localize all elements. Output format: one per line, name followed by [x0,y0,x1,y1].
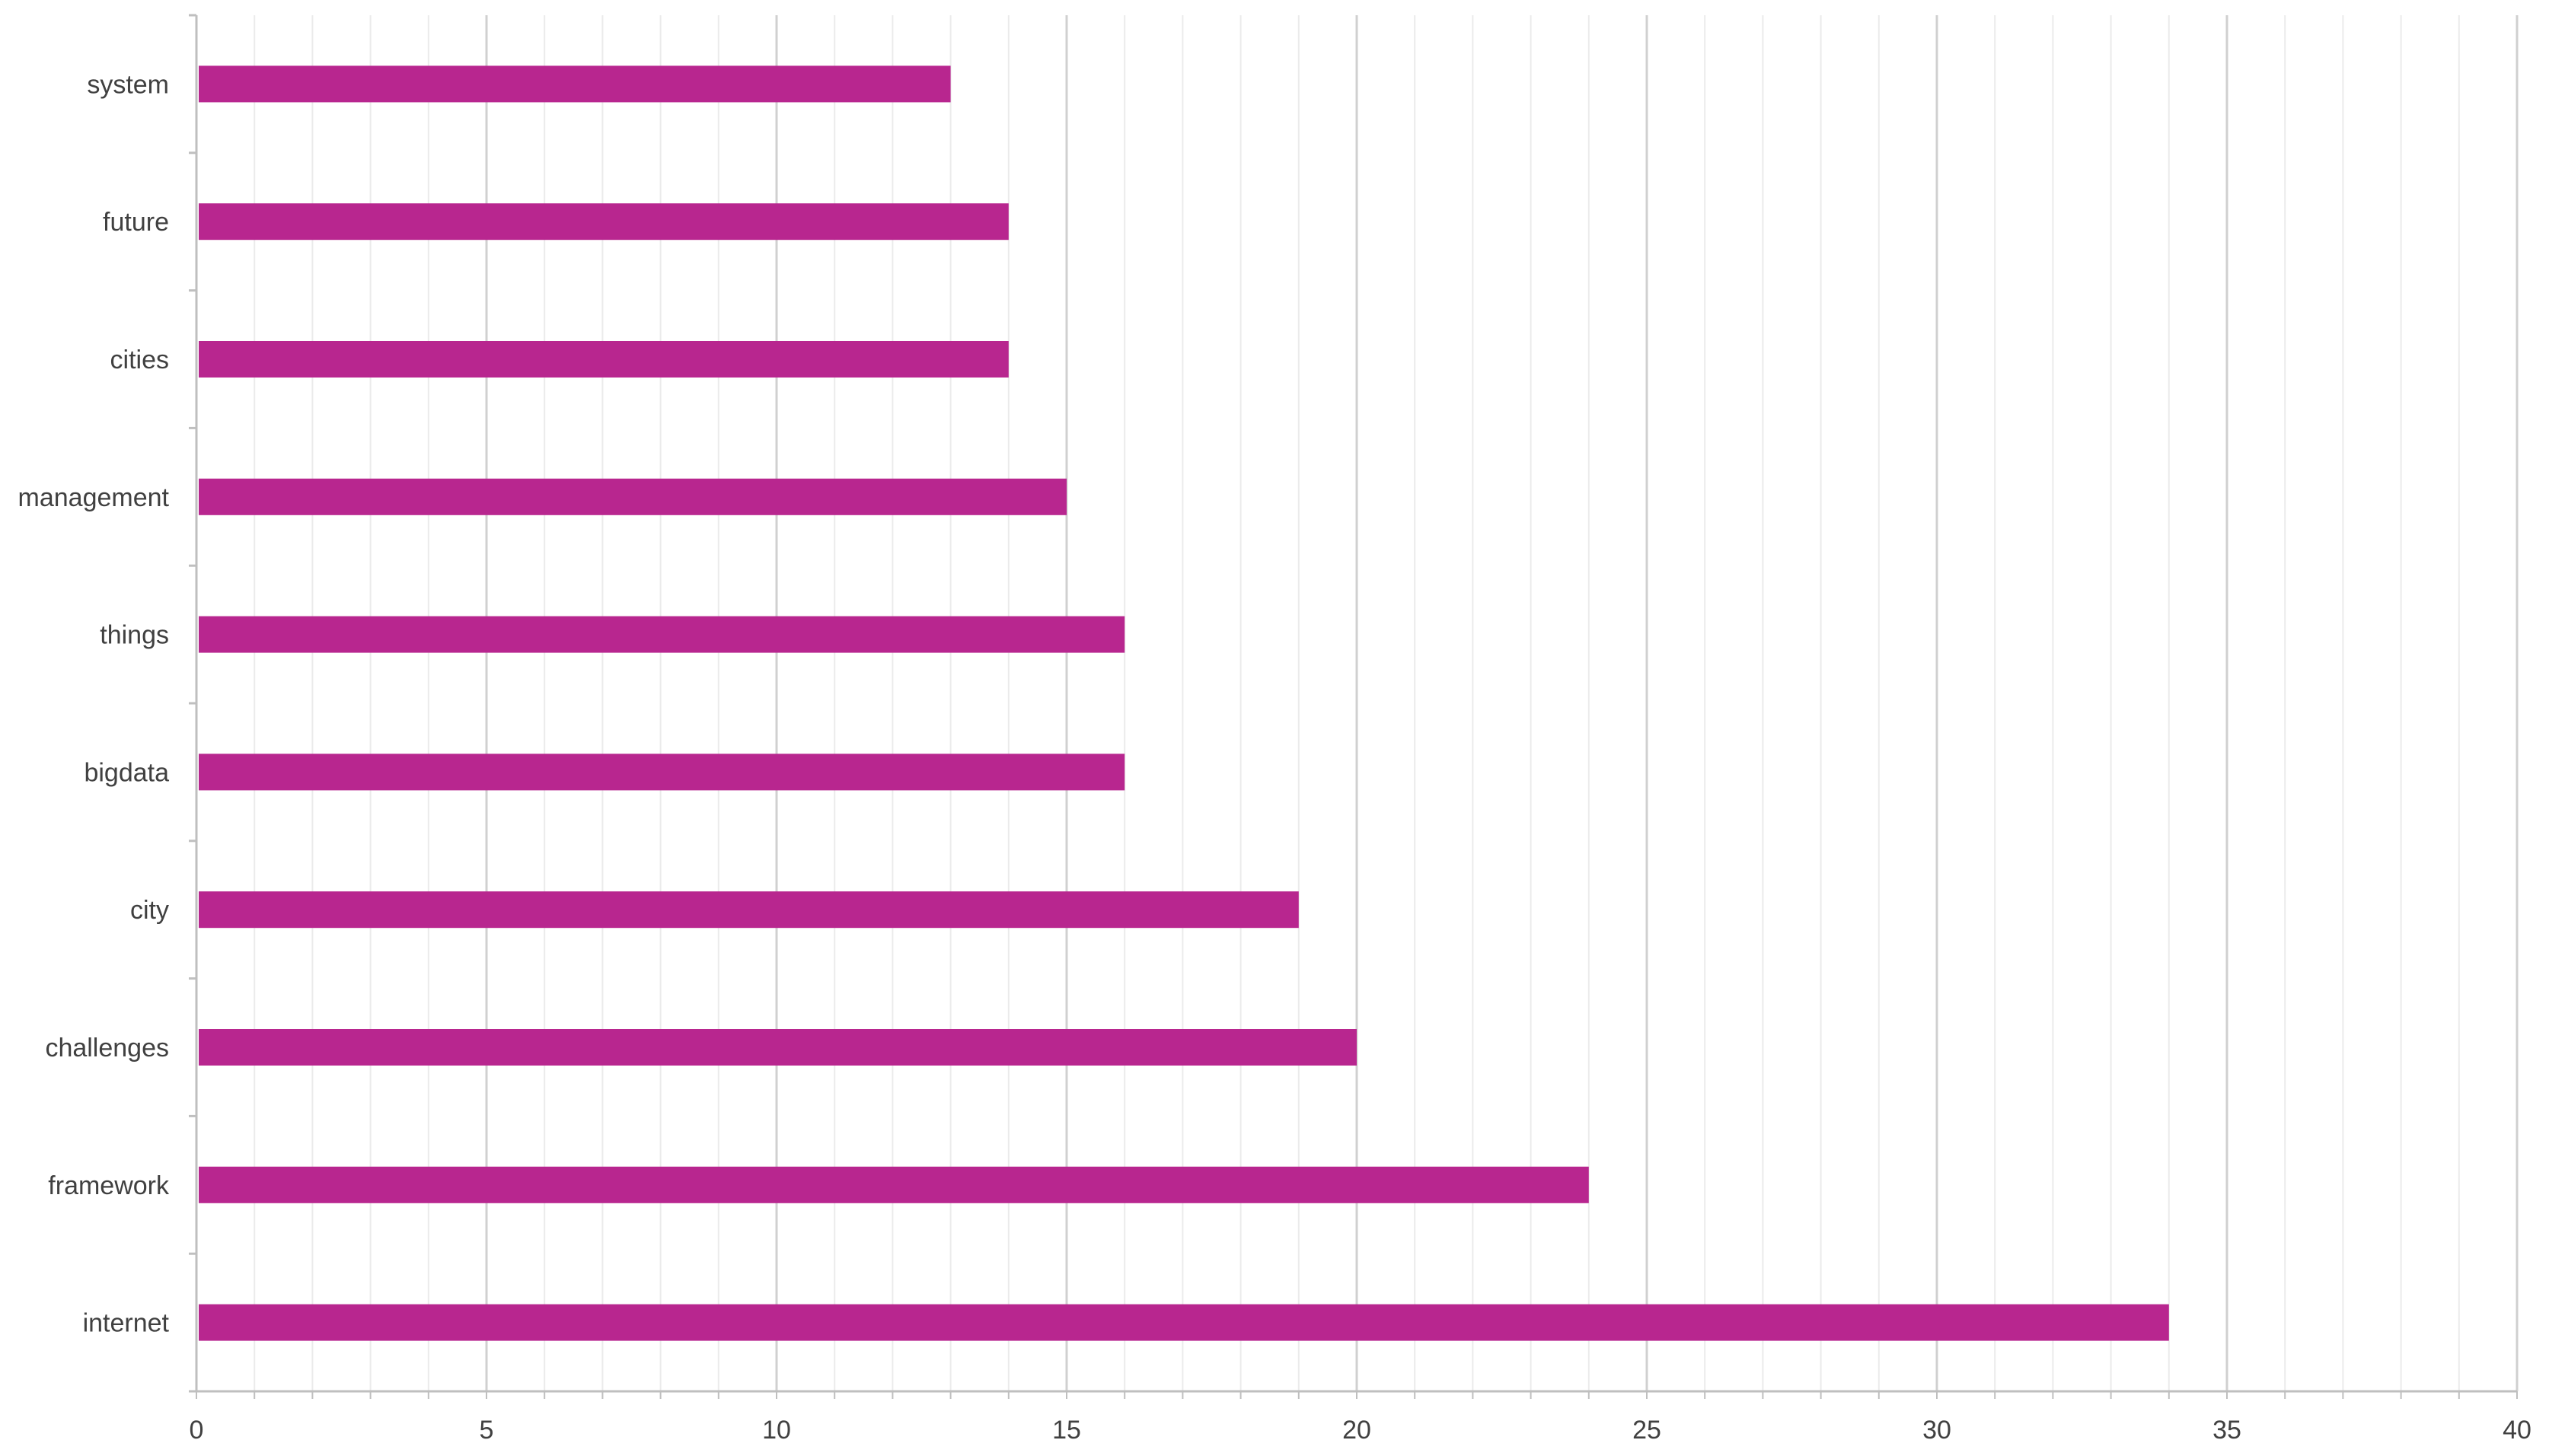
x-tick-label: 20 [1342,1416,1371,1445]
bar-management [199,478,1067,515]
category-label-future: future [103,208,169,237]
category-label-city: city [130,896,169,925]
x-tick-label: 10 [762,1416,791,1445]
x-tick-label: 15 [1052,1416,1081,1445]
bar-framework [199,1166,1589,1203]
category-label-bigdata: bigdata [84,758,169,787]
category-label-things: things [100,621,169,650]
bar-future [199,203,1009,241]
x-tick-labels: 0 5 10 15 20 25 30 35 40 [190,1416,2531,1445]
grid-lines [254,15,2519,1391]
category-label-management: management [18,483,170,512]
x-tick-label: 25 [1632,1416,1661,1445]
x-tick-label: 5 [480,1416,494,1445]
bar-bigdata [199,753,1125,791]
x-tick-label: 30 [1922,1416,1951,1445]
bars [199,65,2169,1341]
x-tick-label: 0 [190,1416,204,1445]
bar-system [199,65,951,103]
category-label-challenges: challenges [45,1034,169,1063]
bar-challenges [199,1029,1357,1066]
category-label-internet: internet [83,1309,170,1338]
bar-city [199,891,1299,929]
axes [189,14,2518,1399]
category-label-cities: cities [110,346,169,374]
category-label-system: system [87,70,169,99]
bar-internet [199,1304,2169,1341]
x-tick-label: 35 [2212,1416,2241,1445]
category-labels: system future cities management things bigdat… [18,70,170,1337]
bar-cities [199,341,1009,378]
category-label-framework: framework [48,1171,170,1200]
bar-things [199,616,1125,653]
x-tick-label: 40 [2503,1416,2531,1445]
